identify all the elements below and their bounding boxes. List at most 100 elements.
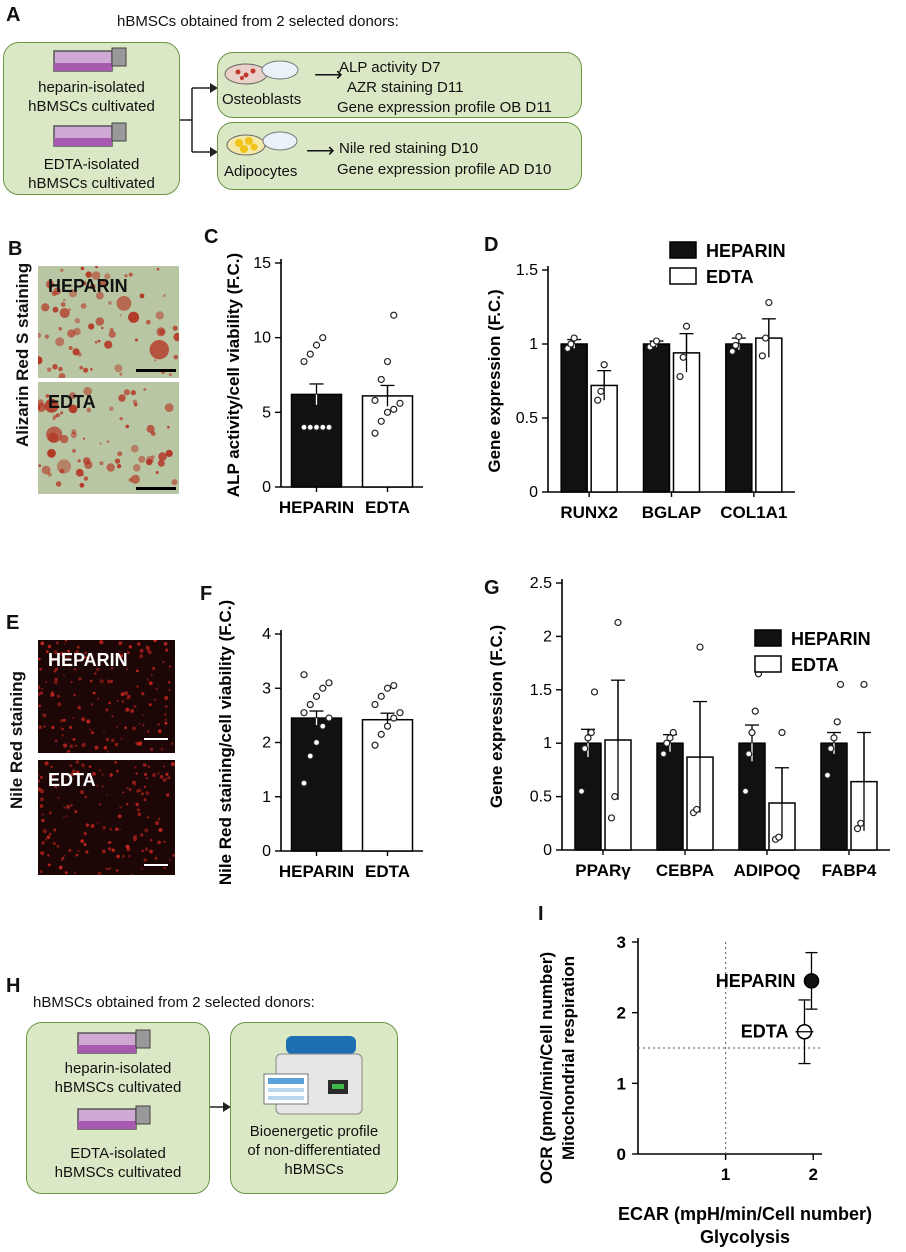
y-tick-label: 1 — [262, 789, 271, 806]
x-tick-label: EDTA — [365, 862, 410, 881]
stain-spot — [133, 402, 138, 407]
x-tick-label: 1 — [721, 1165, 730, 1184]
flask-icon — [53, 47, 127, 72]
stain-spot — [146, 424, 155, 433]
data-point — [383, 408, 392, 416]
bar — [820, 742, 848, 851]
micro-label: EDTA — [48, 392, 96, 412]
stain-spot — [126, 803, 129, 806]
data-point — [600, 361, 608, 369]
data-point — [300, 671, 308, 679]
panel-label-g: G — [484, 577, 500, 599]
stain-spot — [114, 742, 119, 747]
data-point — [377, 730, 385, 738]
stain-spot — [163, 294, 166, 297]
stain-spot — [128, 477, 133, 483]
data-point — [325, 714, 333, 722]
stain-spot — [116, 726, 118, 728]
stain-spot — [41, 303, 50, 312]
stain-spots — [38, 760, 175, 875]
data-point — [312, 738, 321, 747]
stain-spot — [119, 417, 123, 421]
stain-spot — [145, 645, 150, 650]
data-point — [567, 340, 575, 348]
stain-spot — [90, 283, 96, 290]
stain-spot — [149, 838, 153, 842]
stain-spot — [97, 697, 100, 700]
x-tick-label: 2 — [809, 1165, 818, 1184]
branch-arrow — [180, 83, 218, 157]
stain-spot — [74, 872, 77, 875]
stain-spot — [107, 867, 111, 871]
stain-spot — [141, 849, 144, 853]
y-tick-label: 1.5 — [530, 682, 552, 699]
stain-spot — [52, 363, 58, 370]
stain-spot — [96, 291, 104, 300]
flask-icon — [77, 1029, 151, 1054]
stain-spot — [47, 472, 52, 477]
stain-spot — [46, 835, 51, 839]
stain-spot — [163, 840, 166, 843]
stain-spot — [38, 464, 42, 467]
stain-spot — [54, 667, 59, 671]
data-point — [312, 423, 321, 431]
stain-spot — [130, 390, 136, 396]
stain-spot — [88, 323, 95, 330]
x-tick-label: BGLAP — [642, 503, 702, 522]
stain-spot — [56, 844, 60, 848]
micro-label: EDTA — [48, 770, 96, 790]
data-point — [371, 741, 379, 749]
stain-spot — [153, 640, 158, 643]
stain-spot — [116, 854, 120, 859]
edta-line2: hBMSCs cultivated — [54, 1164, 182, 1181]
stain-spot — [128, 854, 131, 858]
stain-spot — [149, 747, 154, 752]
stain-spot — [164, 695, 169, 700]
flask-icon — [77, 1105, 151, 1130]
stain-spot — [118, 394, 126, 402]
stain-spot — [67, 649, 71, 653]
stain-spot — [59, 468, 65, 474]
edta-line1: EDTA-isolated — [70, 1145, 166, 1162]
stain-spot — [69, 392, 77, 400]
stain-spot — [138, 723, 141, 725]
bar — [656, 742, 684, 851]
panel-label-e: E — [6, 612, 20, 634]
stain-spot — [116, 296, 132, 311]
stain-spot — [39, 668, 42, 671]
stain-spot — [60, 727, 63, 730]
data-point — [371, 700, 379, 709]
stain-spot — [63, 643, 66, 646]
stain-spot — [135, 772, 138, 775]
stain-spot — [53, 415, 57, 419]
stain-spot — [139, 648, 144, 653]
edta-line2: hBMSCs cultivated — [28, 175, 155, 192]
stain-spot — [77, 459, 81, 463]
stain-spot — [68, 289, 78, 298]
stain-spot — [109, 327, 114, 332]
stain-spot — [141, 692, 145, 696]
stain-spot — [109, 406, 114, 411]
stain-spot — [171, 479, 178, 486]
bar — [290, 393, 343, 488]
stain-spot — [41, 841, 45, 845]
stain-spot — [173, 355, 178, 360]
stain-spot — [77, 705, 81, 710]
stain-spot — [80, 839, 84, 843]
stain-spot — [60, 434, 69, 444]
stain-spot — [61, 856, 65, 860]
data-point — [396, 709, 404, 717]
stain-spot — [77, 352, 82, 357]
stain-spot — [115, 827, 119, 831]
y-tick-label: 5 — [262, 404, 271, 421]
stain-spot — [81, 717, 86, 722]
stain-spot — [54, 680, 58, 685]
stain-spot — [47, 367, 52, 372]
stain-spot — [73, 693, 76, 697]
stain-spot — [94, 341, 98, 344]
data-point — [682, 322, 691, 330]
stain-spot — [157, 772, 160, 775]
stain-spot — [53, 784, 58, 788]
data-point — [371, 429, 379, 437]
stain-spot — [41, 465, 51, 475]
